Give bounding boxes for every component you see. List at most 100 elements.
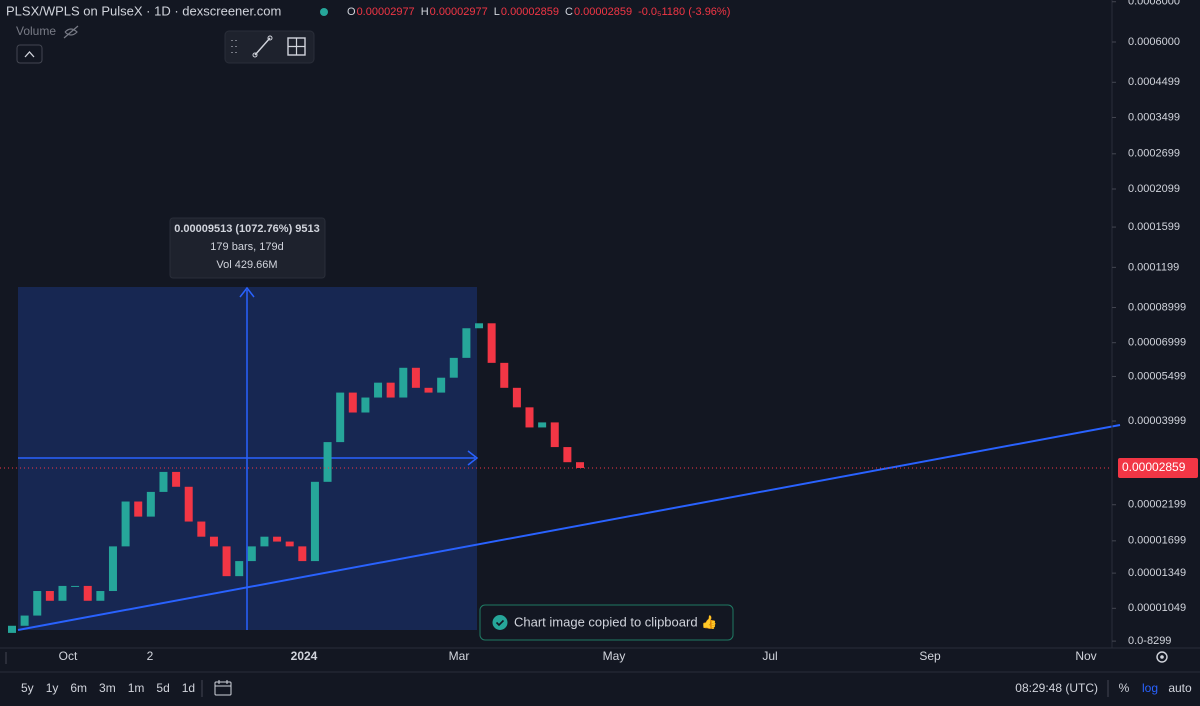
y-tick-label: 0.00001049 [1128,602,1186,614]
hide-icon[interactable] [63,25,79,39]
x-tick-label: 2024 [291,649,318,663]
line-tool-node [252,52,258,58]
candle [298,546,307,562]
candle [108,546,117,592]
last-price-tag [1118,457,1198,478]
ohlc-key: C [565,6,573,18]
x-tick-label: Oct [59,649,78,663]
candle [399,367,408,398]
y-tick-label: 0.00001349 [1128,567,1186,579]
y-tick-label: 0.00005499 [1128,370,1186,382]
y-tick-label: 0.00002199 [1128,499,1186,511]
settings-button[interactable] [1156,651,1168,663]
candle [550,422,559,448]
auto-button[interactable]: auto [1168,681,1192,695]
x-tick-label: Mar [449,649,470,663]
x-tick-label: Nov [1075,649,1096,663]
range-button[interactable]: 1m [128,681,145,695]
candle [83,585,92,601]
range-buttons: 5y 1y 6m 3m 1m 5d 1d [21,681,195,695]
candles [8,323,584,633]
candle [96,591,105,601]
drag-handle[interactable] [231,40,237,53]
candle [235,561,244,577]
x-tick-label: 2 [147,649,154,663]
measure-line: Vol 429.66M [216,259,277,271]
x-tick-label: Sep [919,649,941,663]
log-button[interactable]: log [1142,681,1158,695]
candle [576,462,584,468]
candle [33,591,42,616]
candle [172,471,181,487]
candle [197,521,206,537]
percent-button[interactable]: % [1119,681,1130,695]
y-tick-label: 0.0006000 [1128,36,1180,48]
status-dot [320,8,328,16]
candle [184,486,193,522]
arrow-head [239,286,255,298]
ohlc-value: 0.00002977 [357,6,415,18]
candle [361,397,370,413]
arrow-head [467,450,479,466]
y-tick-label: 0.00001699 [1128,535,1186,547]
candle [159,471,168,492]
candle [310,481,319,562]
candle [209,536,218,547]
toast [479,604,734,641]
range-button[interactable]: 3m [99,681,116,695]
candle [222,546,231,577]
range-tool-cross [288,38,305,55]
collapse-button[interactable] [16,44,43,64]
y-tick-label: 0.0001199 [1128,261,1179,273]
candle [462,328,471,358]
change: -0.0₅1180 (-3.96%) [638,6,730,18]
range-button[interactable]: 1d [182,681,195,695]
line-tool[interactable] [254,37,271,56]
candle [525,407,534,428]
x-tick-label: May [603,649,626,663]
candle [323,442,332,482]
candle [563,447,572,463]
candle [487,323,496,363]
range-button[interactable]: 5y [21,681,34,695]
ohlc: O 0.00002977 H 0.00002977 L 0.00002859 C 0.0000… [347,6,730,18]
candle [449,357,458,378]
y-tick-label: 0.0-8299 [1128,635,1171,647]
range-button[interactable]: 6m [70,681,87,695]
x-tick-label: Jul [762,649,777,663]
y-tick-label: 0.0002699 [1128,148,1180,160]
date-range-button[interactable] [214,681,232,696]
calendar-icon [215,680,231,687]
candle [146,491,155,517]
y-tick-label: 0.00003999 [1128,415,1186,427]
candle [71,585,80,587]
ohlc-value: 0.00002977 [430,6,488,18]
candle [374,382,383,398]
check-mark [495,619,505,627]
y-tick-label: 0.0003499 [1128,111,1180,123]
y-tick-label: 0.0002099 [1128,183,1180,195]
candle [386,382,395,398]
symbol-title: PLSX/WPLS on PulseX · 1D · dexscreener.c… [6,3,281,18]
measure-line: 0.00009513 (1072.76%) 9513 [174,223,320,235]
candle [45,591,54,601]
candle [285,541,294,547]
candle [121,501,130,547]
y-tick-label: 0.00006999 [1128,337,1186,349]
ohlc-value: 0.00002859 [501,6,559,18]
candle [437,377,446,393]
candle [538,422,547,428]
candle [8,625,16,633]
collapse-icon [24,51,35,58]
trend-line [17,424,1121,631]
y-tick-label: 0.0001599 [1128,221,1180,233]
range-button[interactable]: 5d [156,681,169,695]
candle [348,392,357,413]
candle [424,387,433,393]
candle [336,392,345,443]
candle [273,536,282,542]
range-button[interactable]: 1y [46,681,59,695]
toast-check [492,615,508,630]
